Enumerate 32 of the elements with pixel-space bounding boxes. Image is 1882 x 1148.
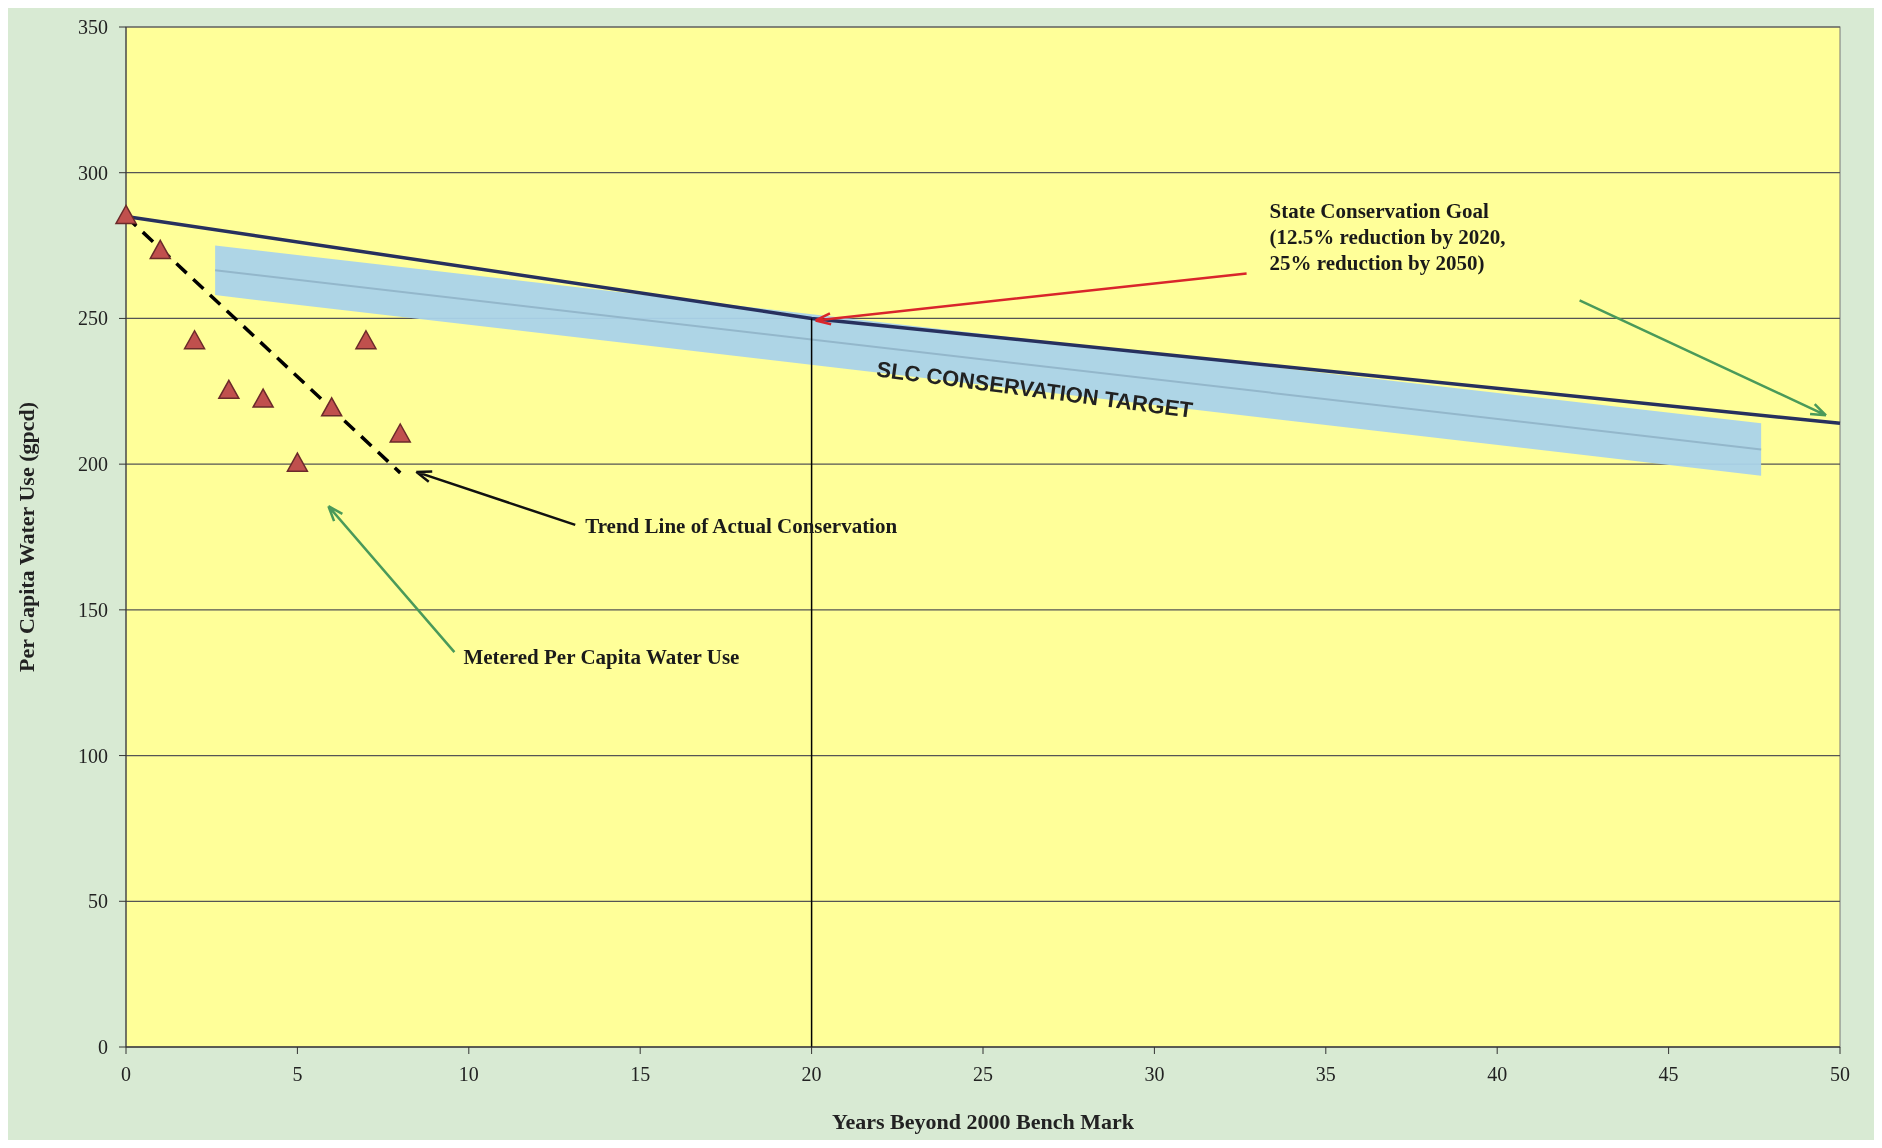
y-tick-label: 250 — [78, 307, 108, 330]
x-axis-title: Years Beyond 2000 Bench Mark — [832, 1109, 1135, 1134]
x-tick-label: 20 — [801, 1063, 822, 1085]
x-tick-label: 30 — [1144, 1063, 1165, 1085]
point — [286, 452, 309, 472]
y-tick-label: 350 — [78, 16, 108, 38]
annotation: Metered Per Capita Water Use — [463, 645, 740, 670]
y-tick-label: 150 — [78, 598, 108, 621]
x-tick-label: 10 — [458, 1063, 479, 1085]
y-tick-label: 50 — [88, 890, 108, 913]
x-tick-label: 15 — [630, 1063, 651, 1085]
point — [320, 397, 343, 417]
x-tick-label: 45 — [1658, 1063, 1679, 1085]
point — [355, 329, 377, 350]
point — [183, 329, 206, 350]
point — [149, 239, 172, 260]
y-tick-label: 300 — [78, 161, 108, 184]
point — [218, 379, 240, 400]
point — [389, 423, 411, 443]
point — [115, 204, 137, 225]
x-tick-label: 25 — [973, 1063, 993, 1085]
x-tick-label: 40 — [1487, 1063, 1508, 1085]
y-axis-title: Per Capita Water Use (gpcd) — [14, 401, 39, 673]
x-tick-label: 0 — [121, 1063, 131, 1085]
x-tick-label: 5 — [292, 1063, 303, 1085]
x-tick-label: 50 — [1830, 1063, 1850, 1085]
annotation: State Conservation Goal (12.5% reduction by 2020, 25% reduction by 2050) — [1269, 199, 1506, 276]
point — [252, 388, 274, 408]
y-tick-label: 0 — [98, 1036, 108, 1058]
x-tick-label: 35 — [1315, 1063, 1336, 1085]
y-tick-label: 200 — [78, 453, 108, 476]
y-tick-label: 100 — [78, 744, 108, 767]
